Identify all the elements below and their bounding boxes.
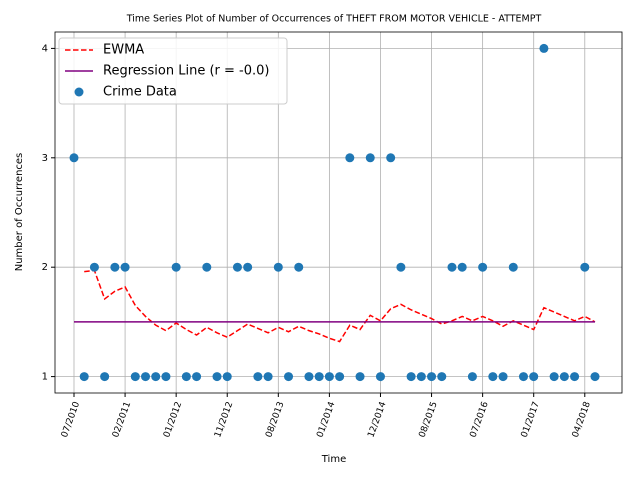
data-point — [100, 372, 110, 382]
data-point — [181, 372, 191, 382]
data-point — [130, 372, 140, 382]
data-point — [406, 372, 416, 382]
data-point — [222, 372, 232, 382]
data-point — [386, 153, 396, 163]
legend-label: EWMA — [103, 43, 144, 58]
legend-label: Regression Line (r = -0.0) — [103, 64, 269, 79]
data-point — [518, 372, 528, 382]
data-point — [447, 262, 457, 272]
data-point — [416, 372, 426, 382]
data-point — [457, 262, 467, 272]
data-point — [151, 372, 161, 382]
data-point — [161, 372, 171, 382]
y-tick-label: 1 — [42, 372, 48, 383]
data-point — [141, 372, 151, 382]
data-point — [232, 262, 242, 272]
data-point — [427, 372, 437, 382]
data-point — [335, 372, 345, 382]
data-point — [304, 372, 314, 382]
data-point — [345, 153, 355, 163]
legend-label: Crime Data — [103, 85, 177, 100]
data-point — [498, 372, 508, 382]
data-point — [355, 372, 365, 382]
data-point — [396, 262, 406, 272]
data-point — [365, 153, 375, 163]
data-point — [273, 262, 283, 272]
legend-box — [58, 37, 288, 105]
data-point — [243, 262, 253, 272]
data-point — [171, 262, 181, 272]
legend-marker — [74, 87, 84, 97]
x-axis-label: Time — [321, 454, 346, 465]
data-point — [263, 372, 273, 382]
data-point — [284, 372, 294, 382]
data-point — [559, 372, 569, 382]
data-point — [488, 372, 498, 382]
data-point — [212, 372, 222, 382]
data-point — [580, 262, 590, 272]
data-point — [375, 372, 385, 382]
data-point — [253, 372, 263, 382]
y-tick-label: 4 — [42, 43, 48, 54]
data-point — [539, 43, 549, 53]
data-point — [79, 372, 89, 382]
y-tick-label: 3 — [42, 153, 48, 164]
y-tick-label: 2 — [42, 262, 48, 273]
data-point — [590, 372, 600, 382]
data-point — [110, 262, 120, 272]
data-point — [467, 372, 477, 382]
data-point — [508, 262, 518, 272]
y-axis-label: Number of Occurrences — [14, 153, 25, 272]
data-point — [69, 153, 79, 163]
data-point — [120, 262, 130, 272]
data-point — [529, 372, 539, 382]
data-point — [549, 372, 559, 382]
plot-frame — [54, 31, 623, 394]
data-point — [202, 262, 212, 272]
data-point — [294, 262, 304, 272]
data-point — [437, 372, 447, 382]
data-point — [478, 262, 488, 272]
chart-title: Time Series Plot of Number of Occurrence… — [126, 14, 542, 25]
data-point — [192, 372, 202, 382]
data-point — [89, 262, 99, 272]
data-point — [570, 372, 580, 382]
data-point — [324, 372, 334, 382]
data-point — [314, 372, 324, 382]
